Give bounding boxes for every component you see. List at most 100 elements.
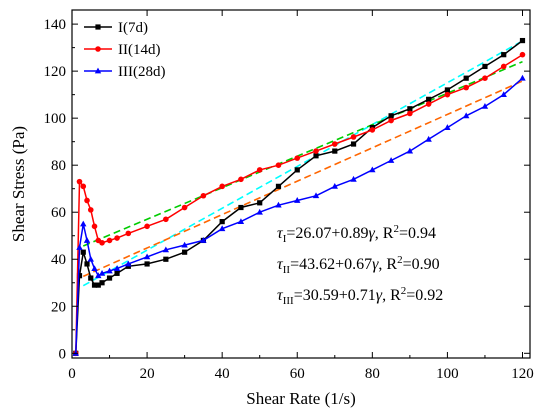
data-point [114,235,120,241]
data-point [143,253,151,260]
legend-marker [95,46,101,52]
equation-r2-value: =0.92 [406,287,443,304]
data-point [163,216,169,223]
y-tick-label: 140 [44,17,67,33]
equation-symbol: τ [277,225,284,242]
x-tick-label: 0 [68,366,76,382]
data-point [76,273,83,279]
data-point [163,256,169,262]
data-point [95,282,101,288]
plot-frame [71,9,531,359]
data-point [331,141,338,147]
data-point [113,265,121,272]
equation-r2-prefix: , R [378,256,397,273]
fit-line [82,80,523,278]
data-point [294,197,301,203]
data-point [388,117,394,124]
x-axis: 0 20 40 60 80 100 120 [68,10,534,382]
data-point [219,219,225,225]
data-point [80,249,86,255]
equation-text: =26.07+0.89 [286,225,368,242]
data-point [106,275,113,281]
data-point [462,112,470,119]
x-axis-title: Shear Rate (1/s) [246,389,356,408]
series-circle [72,51,526,357]
legend-label: II(14d) [118,42,160,58]
x-tick-label: 100 [436,366,459,382]
data-point [83,237,91,243]
data-point [125,260,132,267]
equation-r2-value: =0.94 [399,225,436,242]
equation-var: γ [372,256,379,273]
legend-item: II(14d) [84,42,160,58]
data-point [369,127,376,133]
y-tick-label: 40 [51,252,66,268]
legend-item: I(7d) [84,20,148,36]
fit-line [82,60,523,247]
data-series [72,37,526,357]
data-point [481,103,489,109]
data-point [238,176,244,183]
equation-var: γ [368,225,375,242]
data-point [84,197,90,204]
data-point [500,63,507,70]
series-line [75,77,523,354]
x-tick-label: 40 [215,366,230,382]
data-point [444,87,451,93]
x-tick-label: 120 [511,366,534,382]
series-line [75,39,523,354]
data-point [332,148,338,154]
data-point [238,204,244,211]
equation-symbol: τ [277,256,284,273]
equation-subscript: III [283,295,294,307]
fit-equation: τI=26.07+0.89γ, R2=0.94 [277,223,436,245]
data-point [144,261,150,267]
data-point [181,204,188,211]
data-point [125,230,132,237]
data-point [182,249,188,255]
equation-r2-sup: 2 [401,285,407,297]
data-point [91,265,98,272]
data-point [350,175,357,182]
x-tick-label: 80 [365,366,380,382]
data-point [369,166,376,173]
data-point [407,106,413,112]
legend: I(7d) II(14d) III(28d) [84,20,165,80]
data-point [519,37,526,44]
data-point [76,178,83,185]
data-point [275,201,282,208]
y-tick-label: 0 [59,346,67,362]
equation-subscript: I [283,233,287,245]
data-point [181,241,188,248]
equation-text: =30.59+0.71 [294,287,376,304]
data-point [200,192,207,199]
data-point [76,244,83,250]
fit-equation: τII=43.62+0.67γ, R2=0.90 [277,254,440,276]
y-tick-label: 60 [51,205,66,221]
equation-r2-prefix: , R [382,287,401,304]
data-point [313,148,319,154]
y-axis-title: Shear Stress (Pa) [9,126,28,242]
data-point [144,223,150,230]
data-point [219,183,225,190]
equation-text: =43.62+0.67 [290,256,372,273]
data-point [425,101,432,107]
data-point [426,96,432,102]
legend-item: III(28d) [84,64,165,80]
data-point [91,282,98,288]
y-tick-label: 100 [44,111,67,127]
data-point [91,223,98,230]
data-point [80,220,87,227]
x-tick-label: 60 [290,366,305,382]
data-point [256,167,263,173]
data-point [80,183,87,190]
equation-r2-sup: 2 [393,223,399,235]
data-point [106,267,113,274]
data-point [463,84,469,91]
fit-equation: τIII=30.59+0.71γ, R2=0.92 [277,285,443,307]
equation-r2-value: =0.90 [403,256,440,273]
fit-line [82,40,523,287]
legend-label: III(28d) [118,64,165,80]
data-point [218,225,226,232]
